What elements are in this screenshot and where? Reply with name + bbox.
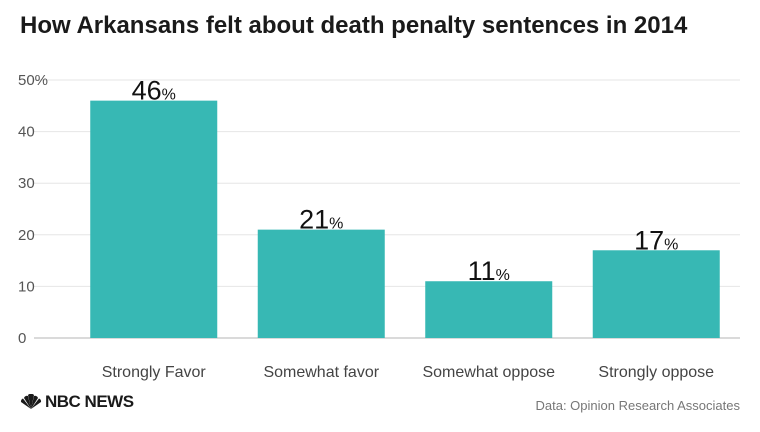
logo-text: NBC NEWS xyxy=(45,392,134,411)
data-label: 17% xyxy=(634,225,678,255)
bar xyxy=(257,229,385,338)
y-tick-label: 50% xyxy=(18,72,48,89)
data-label: 11% xyxy=(468,256,510,286)
category-label: Somewhat favor xyxy=(263,364,379,381)
data-label: 21% xyxy=(299,205,343,235)
category-label: Strongly oppose xyxy=(598,364,714,381)
category-label: Strongly Favor xyxy=(102,364,207,381)
nbc-news-logo: NBC NEWS xyxy=(20,392,134,412)
category-labels: Strongly Favor Somewhat favor Somewhat opp… xyxy=(102,364,714,381)
y-tick-label: 0 xyxy=(18,330,26,347)
bar xyxy=(90,100,218,338)
bar xyxy=(425,281,553,338)
y-tick-label: 30 xyxy=(18,175,35,192)
bar xyxy=(592,250,720,338)
data-source: Data: Opinion Research Associates xyxy=(535,398,741,413)
y-tick-label: 10 xyxy=(18,278,35,295)
bars xyxy=(90,100,720,338)
data-labels: 46% 21% 11% 17% xyxy=(132,76,679,287)
data-label: 46% xyxy=(132,76,176,106)
y-tick-label: 20 xyxy=(18,227,35,244)
peacock-icon xyxy=(20,394,42,409)
y-axis-ticks: 0 10 20 30 40 50% xyxy=(18,72,48,347)
category-label: Somewhat oppose xyxy=(422,364,555,381)
y-tick-label: 40 xyxy=(18,124,35,141)
chart-title: How Arkansans felt about death penalty s… xyxy=(20,12,688,39)
